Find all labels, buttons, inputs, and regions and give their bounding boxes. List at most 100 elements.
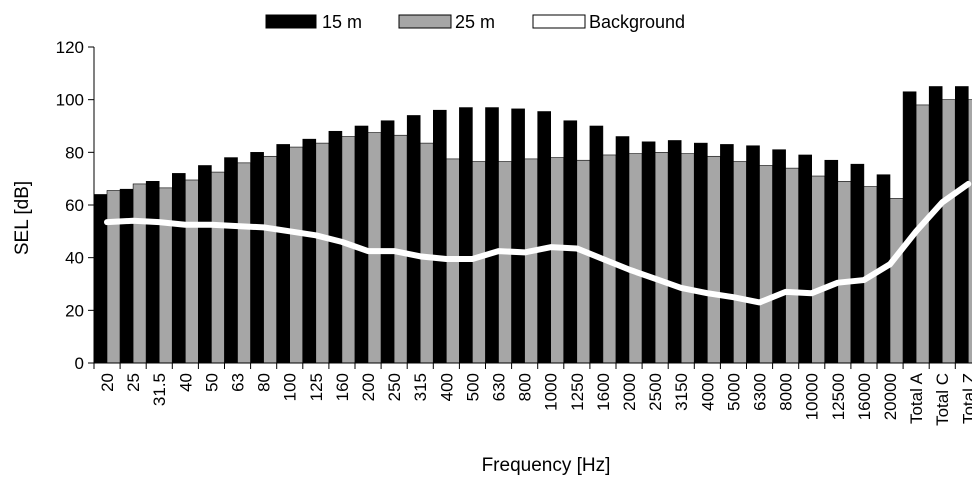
bar-15m-315 xyxy=(406,115,421,364)
x-tick-label-400: 400 xyxy=(437,373,456,401)
x-tick-label-10000: 10000 xyxy=(803,373,822,420)
y-axis-title: SEL [dB] xyxy=(12,181,33,255)
bar-15m-4000 xyxy=(693,142,708,364)
bar-25m-630 xyxy=(498,161,512,364)
bar-25m-20000 xyxy=(889,198,904,364)
bar-15m-400 xyxy=(432,109,447,364)
x-tick-label-16000: 16000 xyxy=(855,373,874,420)
bar-15m-10000 xyxy=(798,154,813,364)
bar-25m-5000 xyxy=(733,161,747,364)
x-tick-label-25: 25 xyxy=(124,373,143,392)
legend-label-0: 15 m xyxy=(322,12,362,32)
bar-25m-50 xyxy=(211,171,225,364)
series-background-line xyxy=(104,180,972,306)
bar-15m-50 xyxy=(198,165,212,364)
bar-15m-20 xyxy=(93,194,108,364)
bar-25m-10000 xyxy=(811,175,826,364)
bar-25m-Total Z xyxy=(967,99,972,364)
bar-15m-1600 xyxy=(589,125,604,364)
x-tick-label-31.5: 31.5 xyxy=(150,373,169,406)
legend-swatch-1 xyxy=(398,14,452,29)
bar-25m-1250 xyxy=(576,159,591,364)
bar-15m-2500 xyxy=(641,141,656,364)
bar-25m-63 xyxy=(237,162,251,364)
x-tick-label-20: 20 xyxy=(98,373,117,392)
x-tick-label-315: 315 xyxy=(411,373,430,401)
bar-15m-630 xyxy=(485,107,499,364)
bar-15m-5000 xyxy=(720,144,734,364)
bar-25m-100 xyxy=(289,146,304,364)
legend-label-1: 25 m xyxy=(455,12,495,32)
bar-15m-250 xyxy=(380,120,395,364)
y-tick-label-60: 60 xyxy=(65,196,84,215)
bar-25m-80 xyxy=(263,155,277,364)
bar-25m-Total C xyxy=(941,99,956,364)
x-tick-label-4000: 4000 xyxy=(698,373,717,411)
bar-15m-8000 xyxy=(772,149,786,364)
bar-15m-Total Z xyxy=(954,86,969,364)
x-tick-label-200: 200 xyxy=(359,373,378,401)
bar-25m-500 xyxy=(472,161,486,364)
legend: 15 m 25 m Background xyxy=(265,12,685,32)
bar-25m-31.5 xyxy=(158,187,173,364)
bar-15m-40 xyxy=(172,173,186,364)
y-tick-label-20: 20 xyxy=(65,301,84,320)
bar-25m-8000 xyxy=(785,167,799,364)
bar-25m-200 xyxy=(367,132,382,364)
y-axis-ticks: 0 20 40 60 80 100 120 xyxy=(56,38,94,373)
x-tick-label-125: 125 xyxy=(307,373,326,401)
x-tick-label-160: 160 xyxy=(333,373,352,401)
bar-25m-125 xyxy=(315,142,330,364)
bar-15m-Total C xyxy=(928,86,943,364)
x-tick-label-1600: 1600 xyxy=(594,373,613,411)
bar-25m-800 xyxy=(524,158,538,364)
x-tick-label-100: 100 xyxy=(281,373,300,401)
bar-25m-1000 xyxy=(550,157,565,364)
bar-25m-315 xyxy=(419,142,434,364)
x-tick-label-20000: 20000 xyxy=(881,373,900,420)
bar-15m-2000 xyxy=(615,136,630,364)
x-tick-label-8000: 8000 xyxy=(777,373,796,411)
x-tick-label-1000: 1000 xyxy=(542,373,561,411)
bar-15m-31.5 xyxy=(145,181,160,364)
bar-15m-1250 xyxy=(563,120,578,364)
bar-25m-3150 xyxy=(680,153,695,364)
x-tick-label-2500: 2500 xyxy=(646,373,665,411)
bar-25m-20 xyxy=(106,190,121,364)
x-tick-label-63: 63 xyxy=(229,373,248,392)
bar-15m-800 xyxy=(511,108,525,364)
bar-25m-4000 xyxy=(706,155,721,364)
x-tick-label-2000: 2000 xyxy=(620,373,639,411)
y-tick-label-100: 100 xyxy=(56,91,84,110)
y-tick-label-40: 40 xyxy=(65,249,84,268)
bar-15m-3150 xyxy=(667,140,682,364)
x-tick-label-3150: 3150 xyxy=(672,373,691,411)
bar-25m-160 xyxy=(341,136,356,364)
bar-15m-125 xyxy=(302,138,317,364)
bar-15m-6300 xyxy=(746,145,760,364)
x-tick-label-80: 80 xyxy=(255,373,274,392)
y-tick-label-0: 0 xyxy=(75,354,84,373)
bar-15m-63 xyxy=(224,157,238,364)
bar-25m-6300 xyxy=(759,165,773,364)
x-tick-label-6300: 6300 xyxy=(751,373,770,411)
x-tick-label-Total A: Total A xyxy=(907,372,926,424)
x-axis-title: Frequency [Hz] xyxy=(482,455,611,476)
x-tick-label-40: 40 xyxy=(176,373,195,392)
x-axis-ticks: 20 25 31.5 40 50 63 80 100 125 160 200 250 315 400 500… xyxy=(93,363,972,426)
x-tick-label-50: 50 xyxy=(202,373,221,392)
x-tick-label-Total Z: Total Z xyxy=(959,373,972,424)
x-tick-label-500: 500 xyxy=(463,373,482,401)
x-tick-label-800: 800 xyxy=(516,373,535,401)
bar-15m-1000 xyxy=(537,111,552,364)
x-tick-label-630: 630 xyxy=(490,373,509,401)
bar-25m-25 xyxy=(132,183,147,364)
x-tick-label-12500: 12500 xyxy=(829,373,848,420)
bar-15m-16000 xyxy=(850,163,865,364)
x-tick-label-1250: 1250 xyxy=(568,373,587,411)
bar-25m-Total A xyxy=(915,104,930,364)
y-tick-label-120: 120 xyxy=(56,38,84,57)
bar-25m-12500 xyxy=(837,181,852,364)
bar-15m-80 xyxy=(250,152,264,364)
